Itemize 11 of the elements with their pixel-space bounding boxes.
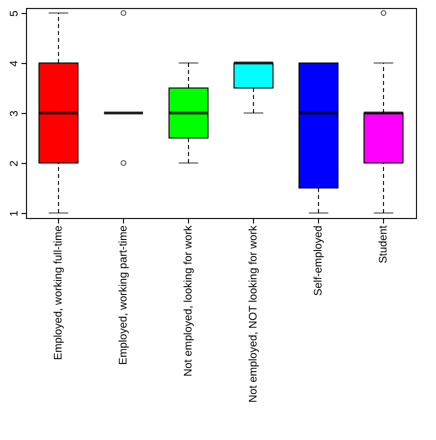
x-tick-label: Not employed, looking for work <box>182 225 194 377</box>
x-tick-label: Student <box>378 226 390 264</box>
y-tick-label: 5 <box>8 10 20 17</box>
y-tick-label: 1 <box>8 210 20 217</box>
y-tick-label: 4 <box>8 60 20 67</box>
x-tick-label: Employed, working full-time <box>52 226 64 360</box>
x-tick-label: Employed, working part-time <box>118 226 130 365</box>
y-tick-label: 3 <box>8 110 20 117</box>
x-tick-label: Self-employed <box>312 226 324 296</box>
x-tick-label: Not employed, NOT looking for work <box>248 225 260 403</box>
y-tick-label: 2 <box>8 160 20 167</box>
